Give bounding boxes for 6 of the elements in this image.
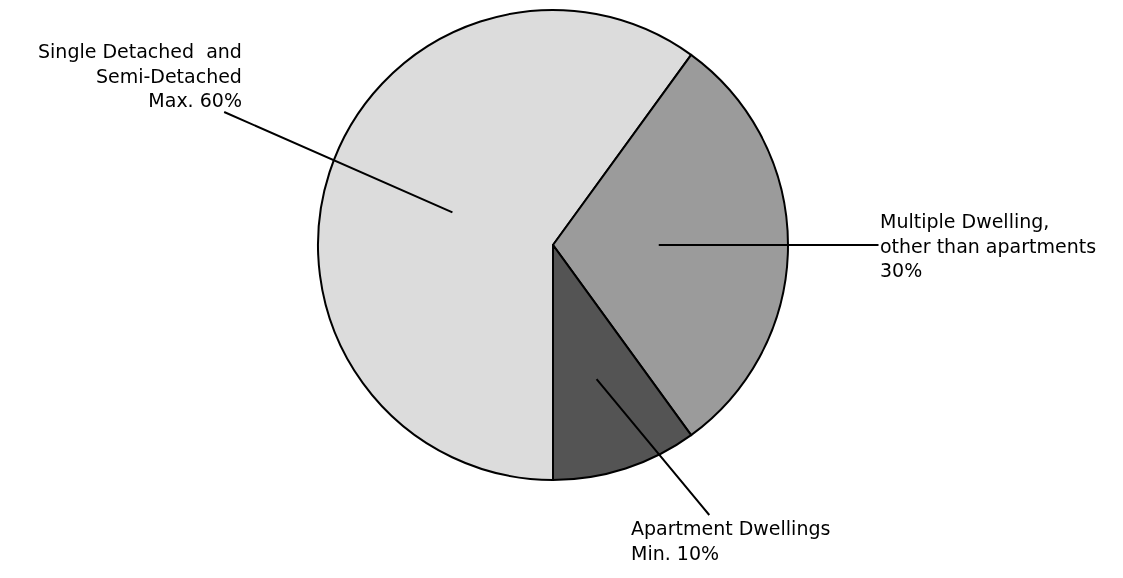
data-label: 30% [880,259,923,282]
data-label: Max. 60% [148,89,242,112]
slice-label: Apartment Dwellings [631,517,831,539]
data-label: Min. 10% [631,541,720,564]
slice-label: Single Detached and Semi-Detached [38,40,242,87]
slice-label: Multiple Dwelling, other than apartments [880,210,1097,257]
